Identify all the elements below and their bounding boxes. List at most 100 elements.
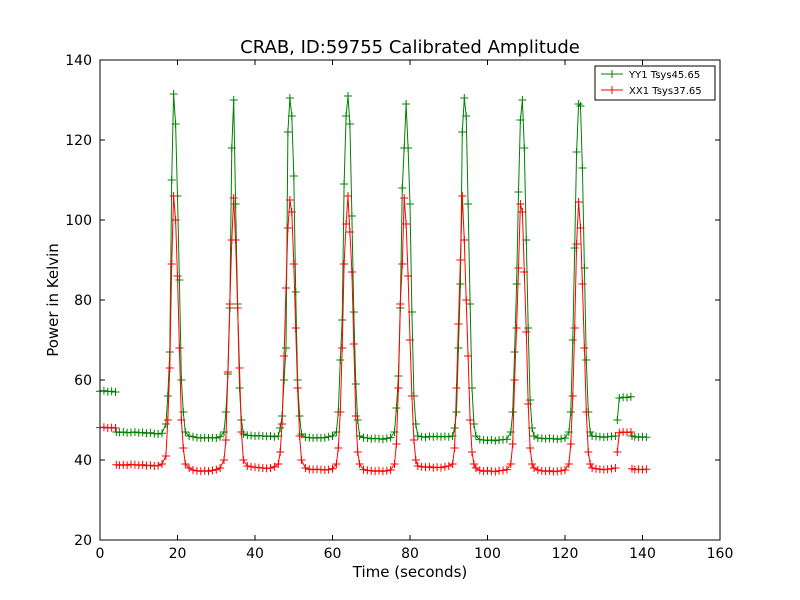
data-point-marker	[564, 460, 573, 468]
data-point-marker	[520, 144, 529, 152]
data-point-marker	[161, 420, 170, 428]
data-point-marker	[163, 392, 172, 400]
data-point-marker	[406, 336, 414, 344]
data-point-marker	[283, 224, 292, 232]
data-point-marker	[454, 344, 463, 352]
data-point-marker	[462, 112, 471, 120]
data-point-marker	[464, 200, 473, 208]
data-point-marker	[282, 344, 290, 352]
data-point-marker	[99, 386, 108, 395]
data-point-marker	[378, 435, 387, 444]
data-point-marker	[425, 462, 434, 471]
data-point-marker	[163, 416, 172, 424]
data-point-marker	[266, 432, 275, 440]
data-point-marker	[613, 448, 622, 456]
x-tick-label: 80	[401, 546, 419, 562]
data-point-marker	[508, 408, 517, 416]
data-point-marker	[582, 408, 591, 416]
data-point-marker	[328, 432, 337, 440]
data-point-marker	[508, 440, 517, 448]
data-point-marker	[588, 464, 597, 472]
data-point-marker	[320, 433, 329, 442]
data-point-marker	[578, 164, 587, 172]
data-point-marker	[336, 408, 345, 416]
data-point-marker	[130, 428, 139, 436]
data-point-marker	[119, 428, 128, 436]
data-point-marker	[398, 184, 407, 192]
legend-label-yy1: YY1 Tsys45.65	[628, 70, 700, 81]
data-point-marker	[406, 200, 414, 208]
data-point-marker	[221, 436, 230, 444]
data-point-marker	[462, 296, 471, 304]
data-point-marker	[179, 444, 188, 452]
data-point-marker	[382, 434, 391, 443]
data-point-marker	[363, 434, 372, 442]
plot-area	[96, 59, 721, 541]
data-point-marker	[347, 268, 356, 276]
data-point-marker	[270, 432, 279, 441]
data-point-marker	[280, 352, 289, 360]
data-point-marker	[421, 433, 430, 442]
data-point-marker	[518, 208, 527, 216]
data-point-marker	[491, 467, 500, 476]
data-point-marker	[111, 388, 120, 396]
data-point-marker	[452, 384, 461, 392]
data-point-marker	[324, 465, 333, 474]
data-point-marker	[510, 376, 519, 384]
data-point-marker	[280, 376, 289, 384]
data-point-marker	[530, 432, 538, 440]
data-point-marker	[404, 272, 413, 280]
data-point-marker	[177, 416, 186, 424]
data-point-marker	[353, 448, 362, 456]
data-point-marker	[212, 434, 221, 442]
data-point-marker	[175, 344, 184, 352]
data-point-marker	[334, 444, 343, 452]
data-point-marker	[227, 144, 236, 152]
data-point-marker	[328, 464, 337, 473]
data-point-marker	[471, 432, 480, 440]
data-point-marker	[586, 460, 595, 468]
data-point-marker	[411, 456, 420, 464]
data-point-marker	[524, 324, 533, 332]
data-point-marker	[458, 192, 467, 200]
data-point-marker	[291, 288, 300, 296]
data-point-marker	[452, 408, 461, 416]
data-point-marker	[349, 340, 358, 348]
data-point-marker	[297, 430, 306, 438]
data-point-marker	[189, 432, 197, 441]
data-point-marker	[466, 416, 475, 424]
data-point-marker	[351, 380, 360, 388]
data-point-marker	[99, 423, 108, 432]
data-point-marker	[189, 466, 197, 474]
data-point-marker	[243, 462, 252, 470]
data-point-marker	[460, 236, 469, 244]
data-point-marker	[557, 434, 566, 443]
data-point-marker	[516, 200, 525, 208]
data-point-marker	[295, 432, 304, 440]
data-point-marker	[239, 456, 248, 464]
data-point-marker	[487, 436, 496, 444]
data-point-marker	[514, 188, 523, 196]
data-point-marker	[642, 433, 651, 442]
data-point-marker	[572, 240, 581, 248]
x-tick-label: 20	[169, 546, 187, 562]
data-point-marker	[522, 328, 531, 336]
data-point-marker	[167, 176, 176, 184]
data-point-marker	[158, 429, 166, 438]
legend-marker-yy1: +	[607, 67, 617, 81]
data-point-marker	[111, 424, 120, 432]
data-point-marker	[574, 198, 583, 206]
data-point-marker	[169, 90, 178, 98]
data-point-marker	[580, 344, 589, 352]
data-point-marker	[344, 192, 352, 200]
data-point-marker	[165, 364, 174, 372]
data-point-marker	[396, 300, 405, 308]
x-tick-label: 40	[246, 546, 264, 562]
data-point-marker	[450, 424, 459, 432]
y-tick-label: 140	[65, 53, 92, 69]
data-point-marker	[450, 444, 459, 452]
data-point-marker	[469, 420, 478, 428]
data-point-marker	[615, 428, 624, 437]
data-point-marker	[359, 465, 368, 474]
